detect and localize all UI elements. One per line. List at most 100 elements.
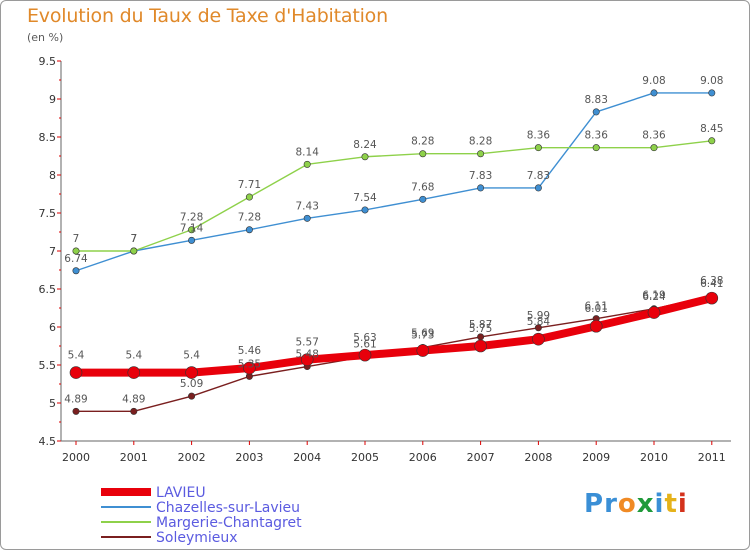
x-tick-label: 2009 bbox=[582, 451, 610, 464]
data-label: 8.28 bbox=[469, 136, 492, 148]
data-label: 8.24 bbox=[353, 139, 377, 151]
data-point bbox=[532, 332, 545, 346]
logo-letter: i bbox=[654, 489, 665, 519]
data-point bbox=[361, 153, 369, 161]
data-label: 5.48 bbox=[296, 349, 319, 361]
legend-label: LAVIEU bbox=[156, 485, 206, 501]
y-tick-label: 9.5 bbox=[39, 55, 57, 68]
x-tick-label: 2008 bbox=[524, 451, 552, 464]
data-point bbox=[705, 291, 719, 305]
data-point bbox=[300, 353, 314, 366]
data-point bbox=[130, 407, 138, 415]
data-point bbox=[708, 137, 716, 145]
data-label: 5.4 bbox=[125, 350, 142, 362]
data-point bbox=[188, 392, 196, 400]
data-point bbox=[358, 348, 372, 362]
data-label: 8.45 bbox=[700, 123, 723, 135]
data-point bbox=[534, 144, 542, 152]
data-label: 7.43 bbox=[296, 200, 319, 212]
data-label: 7.71 bbox=[238, 179, 261, 191]
data-label: 7 bbox=[130, 233, 137, 245]
y-tick-label: 5.5 bbox=[39, 359, 57, 372]
data-label: 7.54 bbox=[353, 192, 377, 204]
x-tick-label: 2000 bbox=[62, 451, 90, 464]
x-tick-label: 2001 bbox=[120, 451, 148, 464]
data-point bbox=[245, 226, 253, 234]
data-label: 7.28 bbox=[180, 212, 203, 224]
x-tick-label: 2003 bbox=[235, 451, 263, 464]
data-point bbox=[647, 306, 661, 319]
y-tick-label: 6.5 bbox=[39, 283, 57, 296]
data-point bbox=[650, 144, 658, 152]
proxiti-logo: Proxiti bbox=[584, 489, 688, 519]
data-label: 6.74 bbox=[64, 253, 88, 265]
data-label: 5.4 bbox=[183, 350, 200, 362]
logo-letter: i bbox=[677, 489, 688, 519]
y-tick-label: 5 bbox=[49, 397, 56, 410]
data-label: 7.68 bbox=[411, 181, 434, 193]
data-point bbox=[416, 344, 430, 357]
y-tick-label: 8 bbox=[49, 169, 56, 182]
data-point bbox=[477, 150, 485, 158]
data-label: 9.08 bbox=[642, 75, 665, 87]
logo-letter: x bbox=[636, 489, 655, 519]
data-label: 7.83 bbox=[527, 170, 550, 182]
series-line bbox=[75, 92, 713, 272]
data-label: 7 bbox=[73, 233, 80, 245]
data-point bbox=[592, 144, 600, 152]
data-label: 5.69 bbox=[411, 328, 434, 340]
x-tick-label: 2010 bbox=[640, 451, 668, 464]
data-point bbox=[534, 324, 542, 332]
y-tick-label: 4.5 bbox=[39, 435, 57, 448]
legend-label: Soleymieux bbox=[156, 530, 238, 546]
data-point bbox=[303, 214, 311, 222]
data-label: 7.28 bbox=[238, 212, 261, 224]
data-label: 9.08 bbox=[700, 75, 723, 87]
data-label: 8.83 bbox=[585, 94, 608, 106]
x-tick-label: 2007 bbox=[467, 451, 495, 464]
data-label: 4.89 bbox=[64, 393, 87, 405]
logo-letter: o bbox=[617, 489, 637, 519]
data-label: 5.87 bbox=[469, 319, 492, 331]
data-labels-layer: 5.4 5.4 5.4 5.465.57 5.63 5.69 5.755.846.016.1… bbox=[64, 75, 723, 405]
data-point bbox=[69, 366, 83, 379]
legend-label: Margerie-Chantagret bbox=[156, 515, 302, 531]
data-label: 8.36 bbox=[642, 130, 666, 142]
data-label: 6.38 bbox=[700, 275, 723, 287]
data-label: 8.14 bbox=[296, 146, 320, 158]
data-label: 8.36 bbox=[585, 130, 609, 142]
legend: LAVIEUChazelles-sur-LavieuMargerie-Chant… bbox=[101, 485, 302, 546]
x-tick-label: 2004 bbox=[293, 451, 321, 464]
data-point bbox=[474, 339, 487, 353]
data-label: 5.75 bbox=[469, 323, 492, 335]
data-label: 5.35 bbox=[238, 358, 261, 370]
data-point bbox=[127, 366, 141, 379]
y-tick-label: 7.5 bbox=[39, 207, 57, 220]
data-label: 5.63 bbox=[353, 332, 376, 344]
data-label: 7 bbox=[130, 233, 137, 245]
data-label: 5.84 bbox=[527, 316, 551, 328]
data-point bbox=[650, 89, 658, 97]
data-label: 5.4 bbox=[68, 350, 85, 362]
y-tick-label: 6 bbox=[49, 321, 56, 334]
x-tick-label: 2005 bbox=[351, 451, 379, 464]
y-tick-label: 9 bbox=[49, 93, 56, 106]
data-label: 7.83 bbox=[469, 170, 492, 182]
logo-letter: r bbox=[604, 489, 618, 519]
x-tick-label: 2011 bbox=[698, 451, 726, 464]
data-point bbox=[589, 319, 603, 333]
data-label: 6.11 bbox=[585, 301, 608, 313]
data-label: 6.41 bbox=[700, 278, 723, 290]
series-line bbox=[72, 294, 716, 377]
chart-title: Evolution du Taux de Taxe d'Habitation bbox=[27, 5, 388, 27]
data-label: 5.73 bbox=[411, 330, 434, 342]
data-point bbox=[130, 247, 138, 255]
x-tick-label: 2002 bbox=[178, 451, 206, 464]
data-point bbox=[188, 226, 196, 234]
data-point bbox=[72, 267, 80, 275]
data-point bbox=[419, 195, 427, 203]
data-point bbox=[243, 361, 256, 375]
data-label: 4.89 bbox=[122, 393, 145, 405]
logo-letter: t bbox=[664, 489, 678, 519]
data-point bbox=[477, 184, 485, 192]
